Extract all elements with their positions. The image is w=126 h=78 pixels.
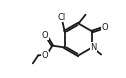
Text: N: N [90,43,97,52]
Text: O: O [41,51,48,60]
Text: O: O [41,31,48,40]
Text: Cl: Cl [58,13,66,22]
Text: O: O [102,23,108,32]
